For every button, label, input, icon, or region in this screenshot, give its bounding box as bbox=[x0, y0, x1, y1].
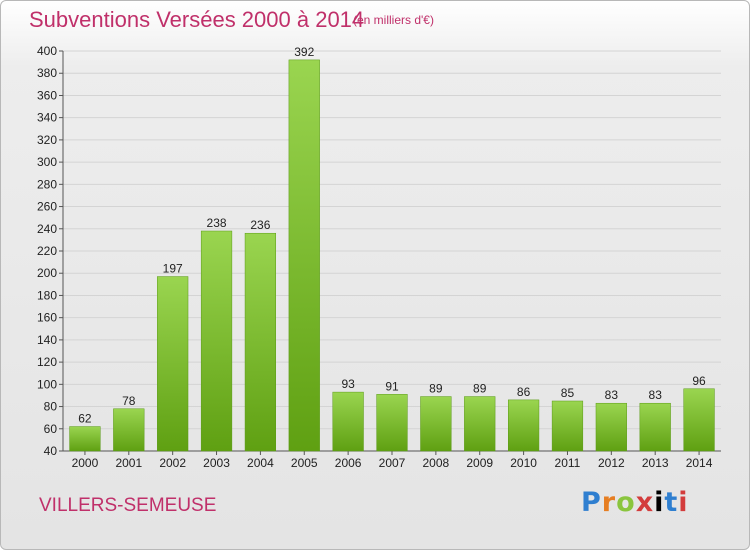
x-tick-label-2002: 2002 bbox=[159, 456, 186, 470]
bar-2008 bbox=[420, 396, 452, 452]
y-tick-label: 80 bbox=[44, 400, 58, 414]
bar-2004 bbox=[244, 232, 277, 452]
bar-2011 bbox=[551, 400, 584, 452]
y-tick-label: 260 bbox=[37, 200, 57, 214]
bar-2001 bbox=[113, 408, 145, 452]
data-label-2002: 197 bbox=[163, 262, 183, 276]
x-tick-label-2005: 2005 bbox=[291, 456, 318, 470]
data-label-2007: 91 bbox=[385, 379, 399, 393]
data-label-2009: 89 bbox=[473, 382, 487, 396]
city-name: VILLERS-SEMEUSE bbox=[39, 495, 217, 516]
y-tick-label: 320 bbox=[37, 133, 57, 147]
axes: 40 60 80 100 120 140 160 180 200 220 240 260 280 300 3… bbox=[37, 44, 721, 470]
x-tick-label-2004: 2004 bbox=[247, 456, 274, 470]
bar-2014 bbox=[683, 388, 715, 452]
data-label-2011: 85 bbox=[561, 386, 575, 400]
x-tick-label-2003: 2003 bbox=[203, 456, 230, 470]
y-tick-label: 360 bbox=[37, 88, 57, 102]
bar-2000 bbox=[69, 426, 101, 452]
data-label-2014: 96 bbox=[692, 374, 706, 388]
y-tick-label: 220 bbox=[37, 244, 57, 258]
bar-2005 bbox=[288, 59, 320, 452]
data-label-2004: 236 bbox=[250, 218, 270, 232]
y-tick-label: 120 bbox=[37, 355, 57, 369]
chart-subtitle: (en milliers d'€) bbox=[353, 13, 434, 27]
bar-2007 bbox=[376, 394, 408, 452]
data-label-2010: 86 bbox=[517, 385, 531, 399]
bar-2006 bbox=[332, 391, 364, 452]
x-tick-label-2001: 2001 bbox=[115, 456, 142, 470]
y-tick-label: 200 bbox=[37, 266, 57, 280]
y-tick-label: 140 bbox=[37, 333, 57, 347]
y-tick-label: 240 bbox=[37, 222, 57, 236]
y-tick-label: 380 bbox=[37, 66, 57, 80]
data-label-2003: 238 bbox=[207, 216, 227, 230]
x-tick-label-2012: 2012 bbox=[598, 456, 625, 470]
x-tick-label-2007: 2007 bbox=[379, 456, 406, 470]
y-tick-label: 300 bbox=[37, 155, 57, 169]
data-label-2013: 83 bbox=[649, 388, 663, 402]
data-label-2012: 83 bbox=[605, 388, 619, 402]
bar-2012 bbox=[595, 402, 627, 452]
bar-2003 bbox=[200, 230, 233, 452]
x-tick-label-2009: 2009 bbox=[466, 456, 493, 470]
x-tick-label-2008: 2008 bbox=[423, 456, 450, 470]
y-tick-label: 400 bbox=[37, 44, 57, 58]
y-tick-label: 100 bbox=[37, 377, 57, 391]
data-label-2001: 78 bbox=[122, 394, 136, 408]
y-tick-label: 180 bbox=[37, 288, 57, 302]
data-label-2008: 89 bbox=[429, 382, 443, 396]
bar-2002 bbox=[157, 276, 189, 452]
bar-2009 bbox=[464, 396, 496, 452]
y-tick-label: 160 bbox=[37, 311, 57, 325]
data-label-2005: 392 bbox=[294, 45, 314, 59]
x-tick-label-2010: 2010 bbox=[510, 456, 537, 470]
x-tick-label-2006: 2006 bbox=[335, 456, 362, 470]
bar-2013 bbox=[639, 402, 671, 452]
y-tick-label: 280 bbox=[37, 177, 57, 191]
x-tick-label-2013: 2013 bbox=[642, 456, 669, 470]
data-label-2006: 93 bbox=[341, 377, 355, 391]
y-tick-label: 60 bbox=[44, 422, 58, 436]
x-tick-label-2000: 2000 bbox=[72, 456, 99, 470]
y-tick-label: 340 bbox=[37, 111, 57, 125]
x-tick-label-2011: 2011 bbox=[555, 456, 581, 470]
proxiti-logo: Proxiti bbox=[581, 487, 689, 518]
bar-2010 bbox=[507, 399, 540, 452]
x-tick-label-2014: 2014 bbox=[686, 456, 713, 470]
data-label-2000: 62 bbox=[78, 412, 92, 426]
logo-text: Proxiti bbox=[581, 487, 689, 518]
y-tick-label: 40 bbox=[44, 444, 58, 458]
bars: 62 78 197 238 236 392 93 91 89 89 86 85 83 83 96 bbox=[69, 45, 715, 452]
chart-title: Subventions Versées 2000 à 2014 bbox=[29, 7, 365, 32]
